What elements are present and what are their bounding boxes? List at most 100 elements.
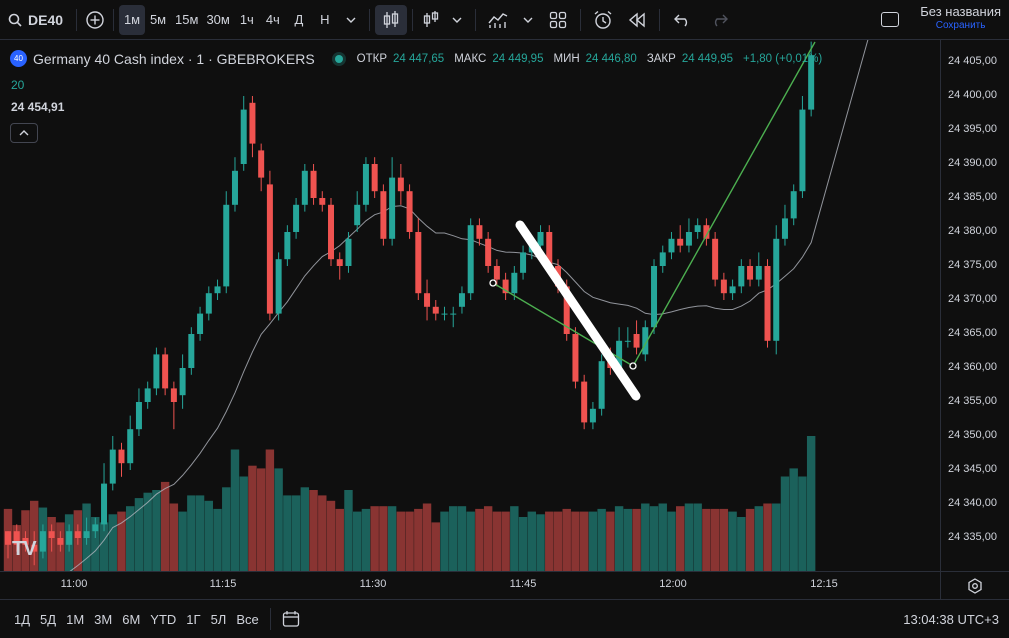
volume-bar (440, 511, 449, 571)
candle-body (563, 286, 570, 334)
range-5y[interactable]: 5Л (210, 611, 227, 627)
range-1m[interactable]: 1М (66, 611, 85, 627)
layout-icon[interactable] (881, 12, 899, 27)
calendar-icon (282, 611, 299, 627)
interval-4h[interactable]: 4ч (265, 12, 280, 27)
volume-bar (754, 506, 763, 571)
interval-day[interactable]: Д (294, 12, 304, 27)
divider (411, 8, 413, 31)
candle-body (668, 238, 675, 253)
date-range-button[interactable] (276, 610, 306, 628)
layout-name[interactable]: Без названия Сохранить (920, 4, 1001, 31)
range-1y[interactable]: 1Г (186, 611, 201, 627)
candle-body (389, 177, 396, 239)
range-5d[interactable]: 5Д (40, 611, 57, 627)
undo-button[interactable] (665, 5, 701, 35)
indicators-button[interactable] (481, 5, 515, 35)
price-tick-label: 24 360,00 (948, 361, 997, 373)
volume-bar (684, 503, 694, 571)
volume-bar (632, 508, 641, 571)
volume-bar (597, 508, 606, 571)
volume-bar (91, 517, 100, 571)
volume-bar (710, 508, 720, 571)
replay-button[interactable] (620, 5, 654, 35)
search-icon (8, 13, 22, 27)
candle-body (406, 191, 413, 232)
candle-body (153, 354, 160, 389)
interval-1m[interactable]: 1м (119, 4, 146, 35)
volume-bar (256, 468, 266, 571)
symbol-search[interactable]: DE40 (0, 0, 71, 40)
chart-style-dropdown[interactable] (444, 5, 470, 35)
candle-body (39, 531, 46, 552)
chart-pane[interactable] (0, 27, 940, 619)
templates-button[interactable] (541, 5, 575, 35)
high-value: 24 449,95 (492, 52, 544, 65)
clock-timezone[interactable]: 13:04:38 UTC+3 (903, 611, 999, 627)
price-chart[interactable] (0, 27, 940, 619)
range-6m[interactable]: 6М (122, 611, 141, 627)
alert-button[interactable] (586, 5, 620, 35)
volume-bar (492, 511, 502, 571)
legend-title[interactable]: Germany 40 Cash index · 1 · GBEBROKERS (33, 50, 315, 67)
candle-body (345, 238, 352, 266)
divider (579, 8, 581, 31)
time-tick-label: 12:00 (659, 578, 687, 590)
candle-body (380, 191, 387, 239)
volume-bar (379, 506, 388, 571)
chart-type-candles-button[interactable] (374, 4, 407, 35)
time-tick-label: 12:15 (810, 578, 838, 590)
candles-icon (383, 10, 398, 28)
time-axis[interactable]: 11:00 11:15 11:30 11:45 12:00 12:15 (0, 571, 940, 599)
indicator-label[interactable]: 20 (11, 78, 25, 92)
trend-line-anchor (489, 279, 497, 287)
collapse-legend-button[interactable] (10, 123, 38, 143)
candle-body (231, 170, 238, 205)
volume-bar (187, 495, 196, 571)
plus-circle-icon (86, 10, 104, 29)
candle-body (362, 164, 369, 205)
volume-bar (370, 506, 379, 571)
price-tick-label: 24 355,00 (948, 395, 997, 407)
range-all[interactable]: Все (236, 611, 259, 627)
volume-bar (614, 506, 624, 571)
candle-body (581, 381, 588, 423)
redo-button[interactable] (701, 5, 737, 35)
indicators-dropdown[interactable] (515, 5, 541, 35)
candle-body (301, 170, 308, 205)
volume-bar (772, 503, 781, 571)
volume-bar (353, 511, 362, 571)
volume-bar (588, 511, 598, 571)
interval-week[interactable]: Н (320, 12, 330, 27)
candle-body (729, 286, 736, 294)
candle-body (476, 225, 483, 239)
price-tick-label: 24 395,00 (948, 123, 997, 135)
range-3m[interactable]: 3М (94, 611, 113, 627)
candle-body (48, 531, 55, 538)
alarm-clock-icon (594, 10, 612, 29)
range-ytd[interactable]: YTD (150, 611, 177, 627)
interval-1h[interactable]: 1ч (239, 12, 254, 27)
volume-bar (300, 487, 310, 571)
candle-body (31, 544, 38, 552)
chart-style-button[interactable] (418, 5, 444, 35)
chart-settings-button[interactable] (940, 571, 1009, 599)
candle-body (66, 531, 73, 545)
volume-bar (483, 506, 493, 571)
range-1d[interactable]: 1Д (14, 611, 31, 627)
compare-symbol-button[interactable] (82, 5, 108, 35)
candle-body (633, 334, 640, 348)
candle-body (275, 259, 282, 314)
candle-body (502, 279, 509, 294)
moving-average-line (7, 27, 872, 619)
layout-save-link[interactable]: Сохранить (935, 20, 986, 31)
volume-bar (239, 476, 248, 571)
price-axis[interactable]: 24 405,00 24 400,00 24 395,00 24 390,00 24 3… (940, 40, 1009, 571)
market-status-dot[interactable] (334, 54, 343, 63)
volume-bar (623, 508, 633, 571)
interval-dropdown[interactable] (338, 5, 364, 35)
interval-5m[interactable]: 5м (149, 12, 167, 27)
interval-30m[interactable]: 30м (206, 12, 230, 27)
candle-body (74, 531, 81, 538)
interval-15m[interactable]: 15м (175, 12, 199, 27)
